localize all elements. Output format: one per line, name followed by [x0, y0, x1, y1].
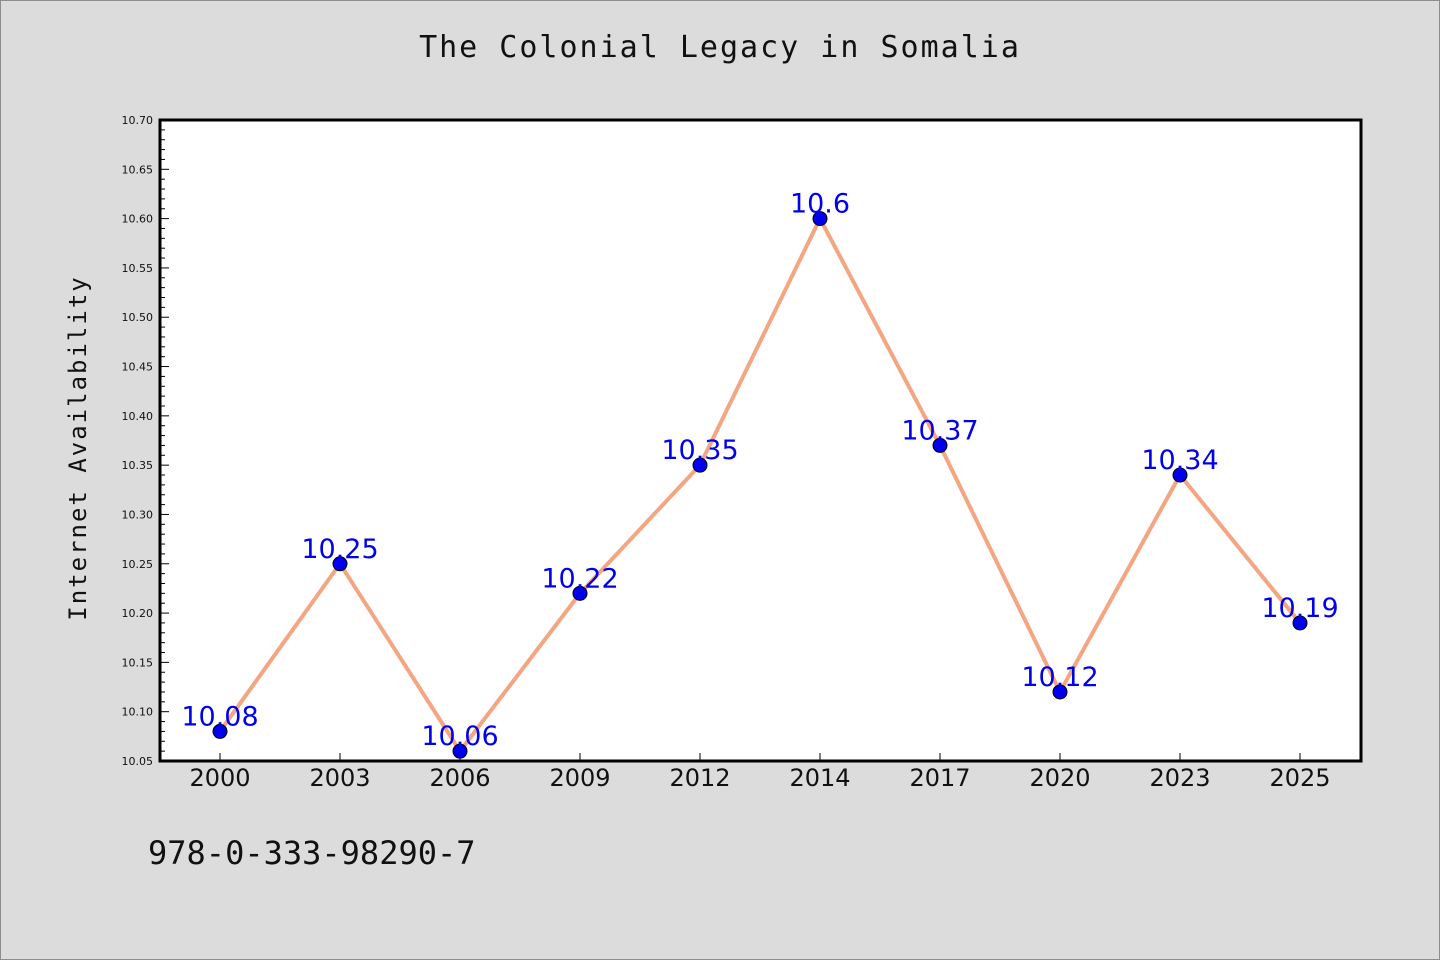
x-axis-ticks: 2000 2003 2006 2009 2012 2014 2017 2020 2023 2025 — [189, 753, 1331, 792]
y-tick-label: 10.70 — [122, 114, 154, 127]
x-tick-label: 2009 — [549, 764, 610, 792]
y-tick-label: 10.40 — [122, 410, 154, 423]
y-tick-label: 10.50 — [122, 311, 154, 324]
series-group — [212, 211, 1308, 759]
x-tick-label: 2014 — [789, 764, 850, 792]
y-tick-label: 10.65 — [122, 163, 154, 176]
y-tick-label: 10.45 — [122, 361, 154, 374]
y-tick-label: 10.30 — [122, 508, 154, 521]
x-tick-label: 2012 — [669, 764, 730, 792]
plot-area — [158, 118, 1363, 763]
data-label: 10.22 — [541, 563, 618, 594]
series-line — [218, 216, 1302, 754]
y-tick-label: 10.05 — [122, 755, 154, 768]
x-tick-label: 2017 — [909, 764, 970, 792]
y-axis-ticks: 10.05 10.10 10.15 10.20 10.25 10.30 10.35 10.40… — [122, 114, 169, 768]
y-tick-label: 10.25 — [122, 558, 154, 571]
x-tick-label: 2003 — [309, 764, 370, 792]
data-label: 10.35 — [661, 435, 738, 466]
data-point — [452, 743, 468, 759]
data-point — [932, 437, 948, 453]
data-point — [572, 585, 588, 601]
x-tick-label: 2023 — [1149, 764, 1210, 792]
isbn-code: 978-0-333-98290-7 — [148, 834, 476, 872]
chart-title: The Colonial Legacy in Somalia — [419, 30, 1021, 65]
data-point — [332, 556, 348, 572]
data-label: 10.6 — [790, 189, 850, 220]
x-tick-label: 2000 — [189, 764, 250, 792]
y-tick-label: 10.20 — [122, 607, 154, 620]
data-label: 10.12 — [1021, 662, 1098, 693]
data-label: 10.25 — [301, 534, 378, 565]
y-tick-label: 10.10 — [122, 706, 154, 719]
y-tick-label: 10.55 — [122, 262, 154, 275]
data-point — [1292, 615, 1308, 631]
y-tick-label: 10.35 — [122, 459, 154, 472]
data-point — [812, 211, 828, 227]
data-label: 10.06 — [421, 721, 498, 752]
data-label: 10.34 — [1141, 445, 1218, 476]
data-point — [1052, 684, 1068, 700]
y-tick-label: 10.60 — [122, 213, 154, 226]
x-tick-label: 2025 — [1269, 764, 1330, 792]
data-point — [692, 457, 708, 473]
data-label: 10.19 — [1261, 593, 1338, 624]
data-point — [1172, 467, 1188, 483]
data-label: 10.37 — [901, 415, 978, 446]
data-labels: 10.08 10.25 10.06 10.22 10.35 10.6 10.37 10.12 1… — [181, 189, 1338, 753]
data-point — [212, 723, 228, 739]
x-tick-label: 2020 — [1029, 764, 1090, 792]
y-tick-label: 10.15 — [122, 656, 154, 669]
data-label: 10.08 — [181, 701, 258, 732]
x-tick-label: 2006 — [429, 764, 490, 792]
